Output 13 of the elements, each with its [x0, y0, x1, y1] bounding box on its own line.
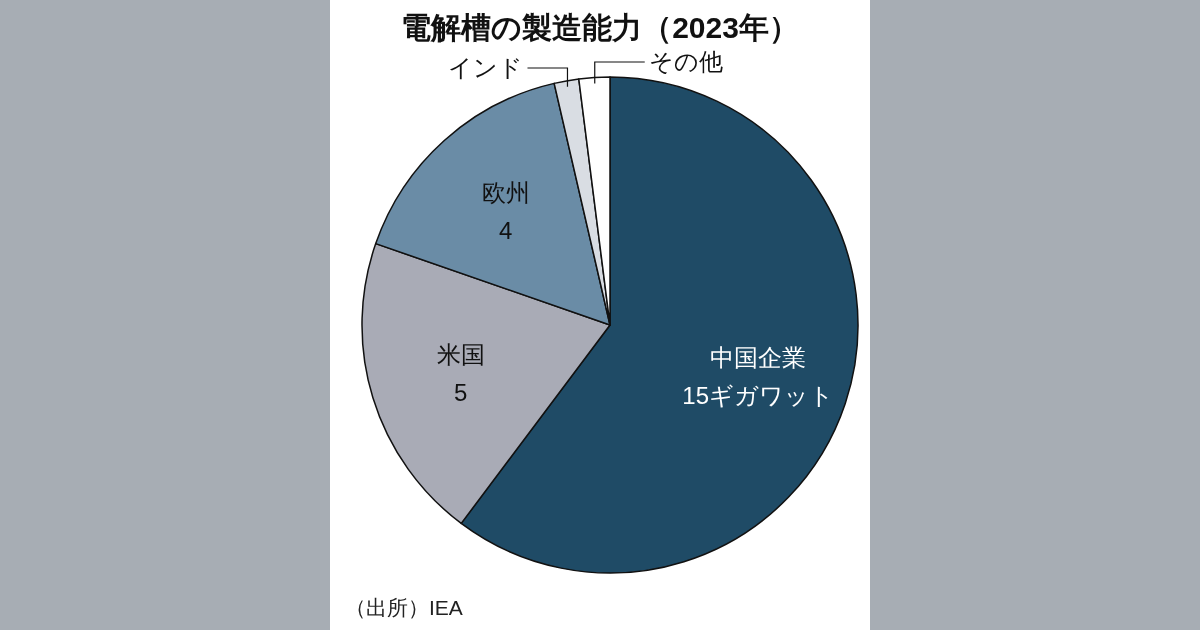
- slice-label: インド: [448, 54, 524, 81]
- chart-title: 電解槽の製造能力（2023年）: [401, 11, 799, 44]
- slice-label: 欧州: [481, 178, 530, 206]
- pie-slice: [374, 82, 611, 326]
- data-label: 15ギガワット: [682, 382, 835, 410]
- pie-slice: [578, 76, 611, 326]
- slice-label: その他: [648, 48, 723, 75]
- slice-label: 中国企業: [710, 344, 807, 372]
- data-label: 4: [498, 216, 513, 244]
- data-label: 5: [453, 378, 468, 406]
- text: （出所）IEA: [345, 596, 463, 619]
- pie-slice: [361, 242, 611, 525]
- slice-label: 米国: [436, 340, 485, 368]
